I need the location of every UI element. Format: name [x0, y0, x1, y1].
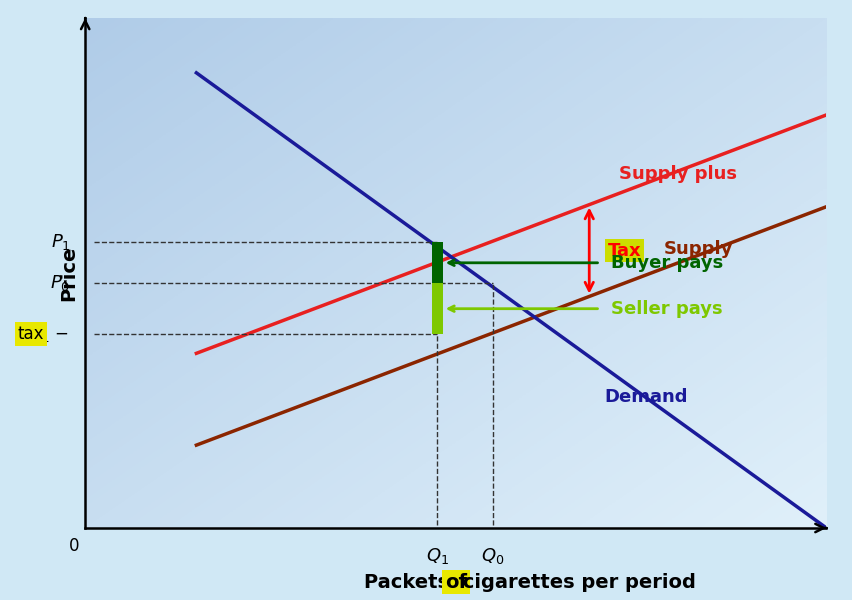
Text: $Q_0$: $Q_0$ — [481, 546, 504, 566]
Text: Seller pays: Seller pays — [612, 300, 723, 318]
Text: tax: tax — [18, 325, 44, 343]
Text: Packets: Packets — [364, 572, 456, 592]
Text: Demand: Demand — [604, 388, 688, 406]
Text: $Q_1$: $Q_1$ — [426, 546, 449, 566]
Text: $P_1$ $-$: $P_1$ $-$ — [32, 324, 71, 344]
Text: Buyer pays: Buyer pays — [612, 254, 723, 272]
Text: $P_1$: $P_1$ — [50, 232, 71, 253]
Y-axis label: Price: Price — [60, 245, 78, 301]
Text: Tax: Tax — [607, 242, 642, 260]
Text: of: of — [445, 572, 467, 592]
Bar — [432, 242, 443, 283]
Text: cigarettes per period: cigarettes per period — [456, 572, 696, 592]
Text: Supply plus: Supply plus — [619, 165, 743, 183]
Bar — [432, 283, 443, 334]
Text: Supply: Supply — [664, 240, 733, 258]
Text: 0: 0 — [69, 537, 79, 555]
Text: $P_0$: $P_0$ — [50, 273, 71, 293]
